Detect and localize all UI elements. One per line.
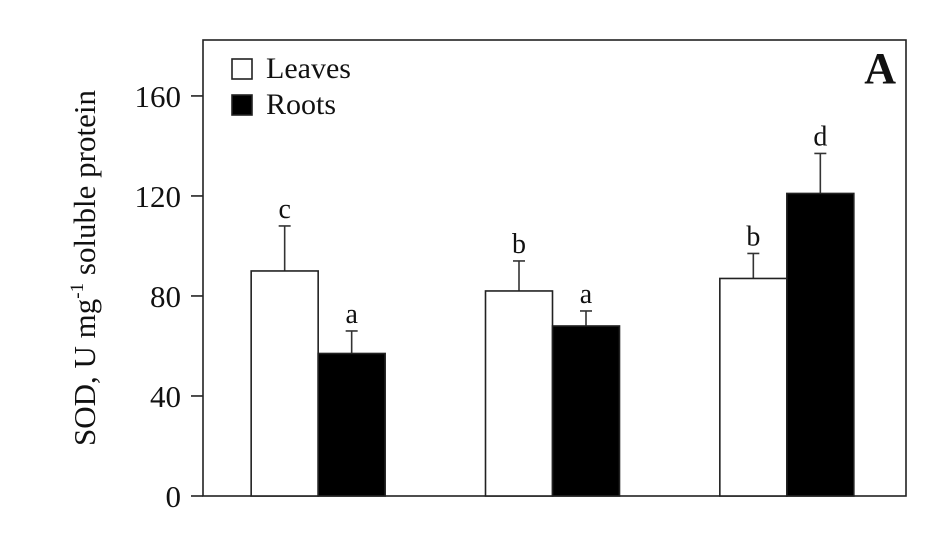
y-tick-label-120: 120 xyxy=(135,179,182,214)
legend-swatch-roots xyxy=(231,94,253,116)
significance-letter-roots-2: a xyxy=(580,279,593,310)
y-tick-label-0: 0 xyxy=(166,479,182,514)
y-axis-label: SOD, U mg-1 soluble protein xyxy=(67,90,102,446)
panel-label: A xyxy=(864,44,896,93)
significance-letter-leaves-2: b xyxy=(512,229,526,260)
legend-label-leaves: Leaves xyxy=(266,52,351,85)
significance-letter-leaves-3: b xyxy=(746,221,760,252)
bar-leaves-3 xyxy=(719,277,788,497)
legend-swatch-leaves xyxy=(231,58,253,80)
y-axis-label-tail: soluble protein xyxy=(67,90,102,283)
legend-label-roots: Roots xyxy=(266,88,336,121)
y-tick-label-40: 40 xyxy=(150,379,181,414)
y-axis: 0 40 80 120 160 xyxy=(135,79,203,514)
y-tick-label-80: 80 xyxy=(150,279,181,314)
bar-roots-1 xyxy=(317,352,386,497)
y-axis-label-superscript: -1 xyxy=(67,283,88,299)
bars: c a b a b d xyxy=(250,121,855,497)
bar-leaves-2 xyxy=(484,290,554,497)
y-tick-label-160: 160 xyxy=(135,79,182,114)
bar-roots-2 xyxy=(551,325,621,497)
significance-letter-leaves-1: c xyxy=(278,194,290,225)
y-axis-label-main: SOD, U mg xyxy=(67,299,102,446)
significance-letter-roots-1: a xyxy=(345,299,358,330)
bar-leaves-1 xyxy=(250,270,319,497)
significance-letter-roots-3: d xyxy=(813,121,827,152)
bar-roots-3 xyxy=(786,192,855,497)
